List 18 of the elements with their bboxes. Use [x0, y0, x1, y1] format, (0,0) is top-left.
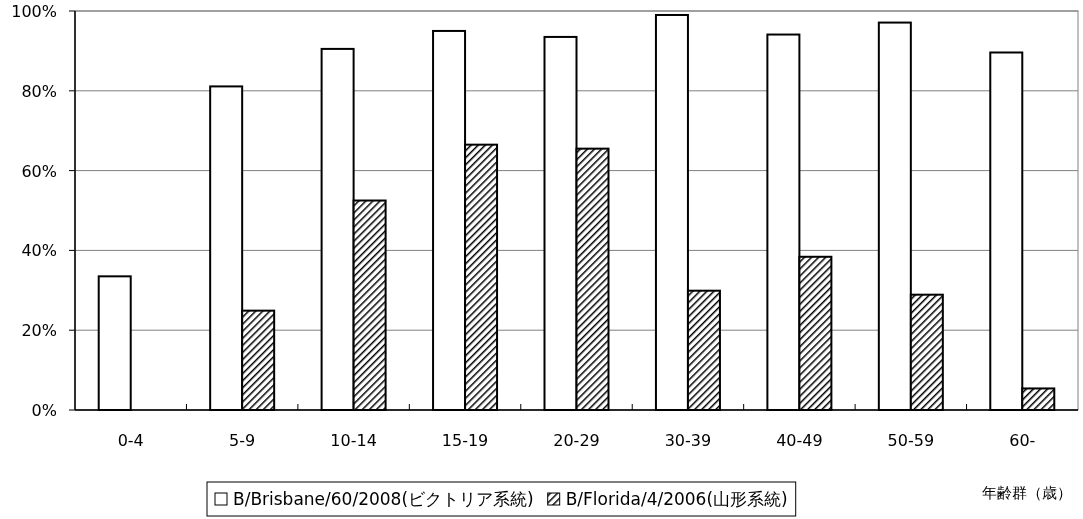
legend-label: B/Brisbane/60/2008(ビクトリア系統): [233, 489, 534, 509]
x-tick-label: 15-19: [441, 431, 489, 450]
x-tick-label: 10-14: [330, 431, 377, 450]
y-tick-label: 100%: [11, 2, 57, 21]
x-tick-label: 60-: [1009, 431, 1036, 450]
x-tick-label: 0-4: [117, 431, 144, 450]
y-tick-label: 80%: [21, 81, 57, 101]
y-tick-label: 60%: [21, 161, 57, 181]
y-tick-label: 40%: [21, 241, 57, 261]
x-tick-label: 20-29: [553, 431, 600, 450]
legend-label: B/Florida/4/2006(山形系統): [565, 489, 788, 509]
y-tick-label: 20%: [21, 321, 57, 341]
x-tick-label: 50-59: [887, 431, 935, 450]
x-tick-label: 5-9: [229, 431, 256, 450]
x-tick-label: 30-39: [664, 431, 712, 450]
x-tick-label: 40-49: [776, 431, 823, 450]
x-axis-title: 年齢群（歳）: [982, 484, 1072, 502]
y-tick-label: 0%: [31, 401, 57, 420]
